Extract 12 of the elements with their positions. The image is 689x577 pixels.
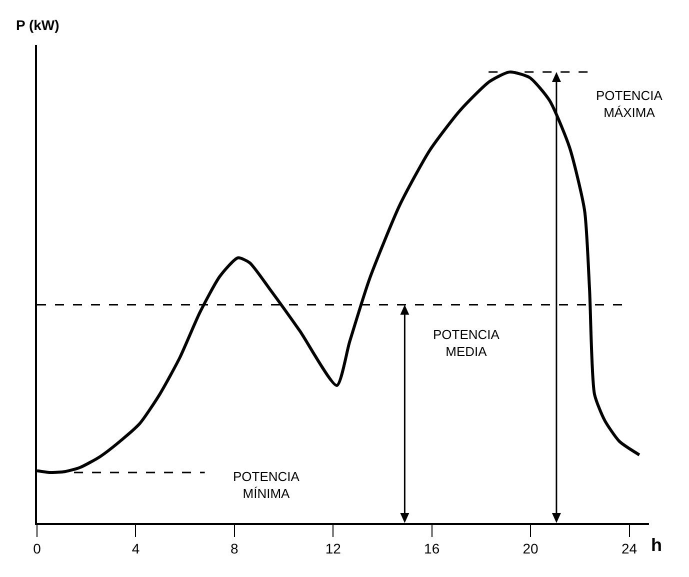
y-axis-title: P (kW): [16, 17, 60, 33]
ref-line-label: POTENCIA MEDIA: [433, 327, 500, 359]
x-tick-label: 16: [424, 540, 440, 557]
ref-line-label: POTENCIA MÍNIMA: [233, 469, 300, 501]
x-tick-label: 4: [132, 540, 140, 557]
x-axis-title: h: [651, 535, 662, 555]
x-tick-label: 8: [230, 540, 239, 557]
x-tick-label: 20: [522, 540, 539, 557]
x-tick-label: 24: [621, 540, 638, 557]
x-tick-label: 0: [33, 540, 42, 557]
ref-line-label: POTENCIA MÁXIMA: [596, 88, 663, 120]
x-tick-label: 12: [325, 540, 342, 557]
